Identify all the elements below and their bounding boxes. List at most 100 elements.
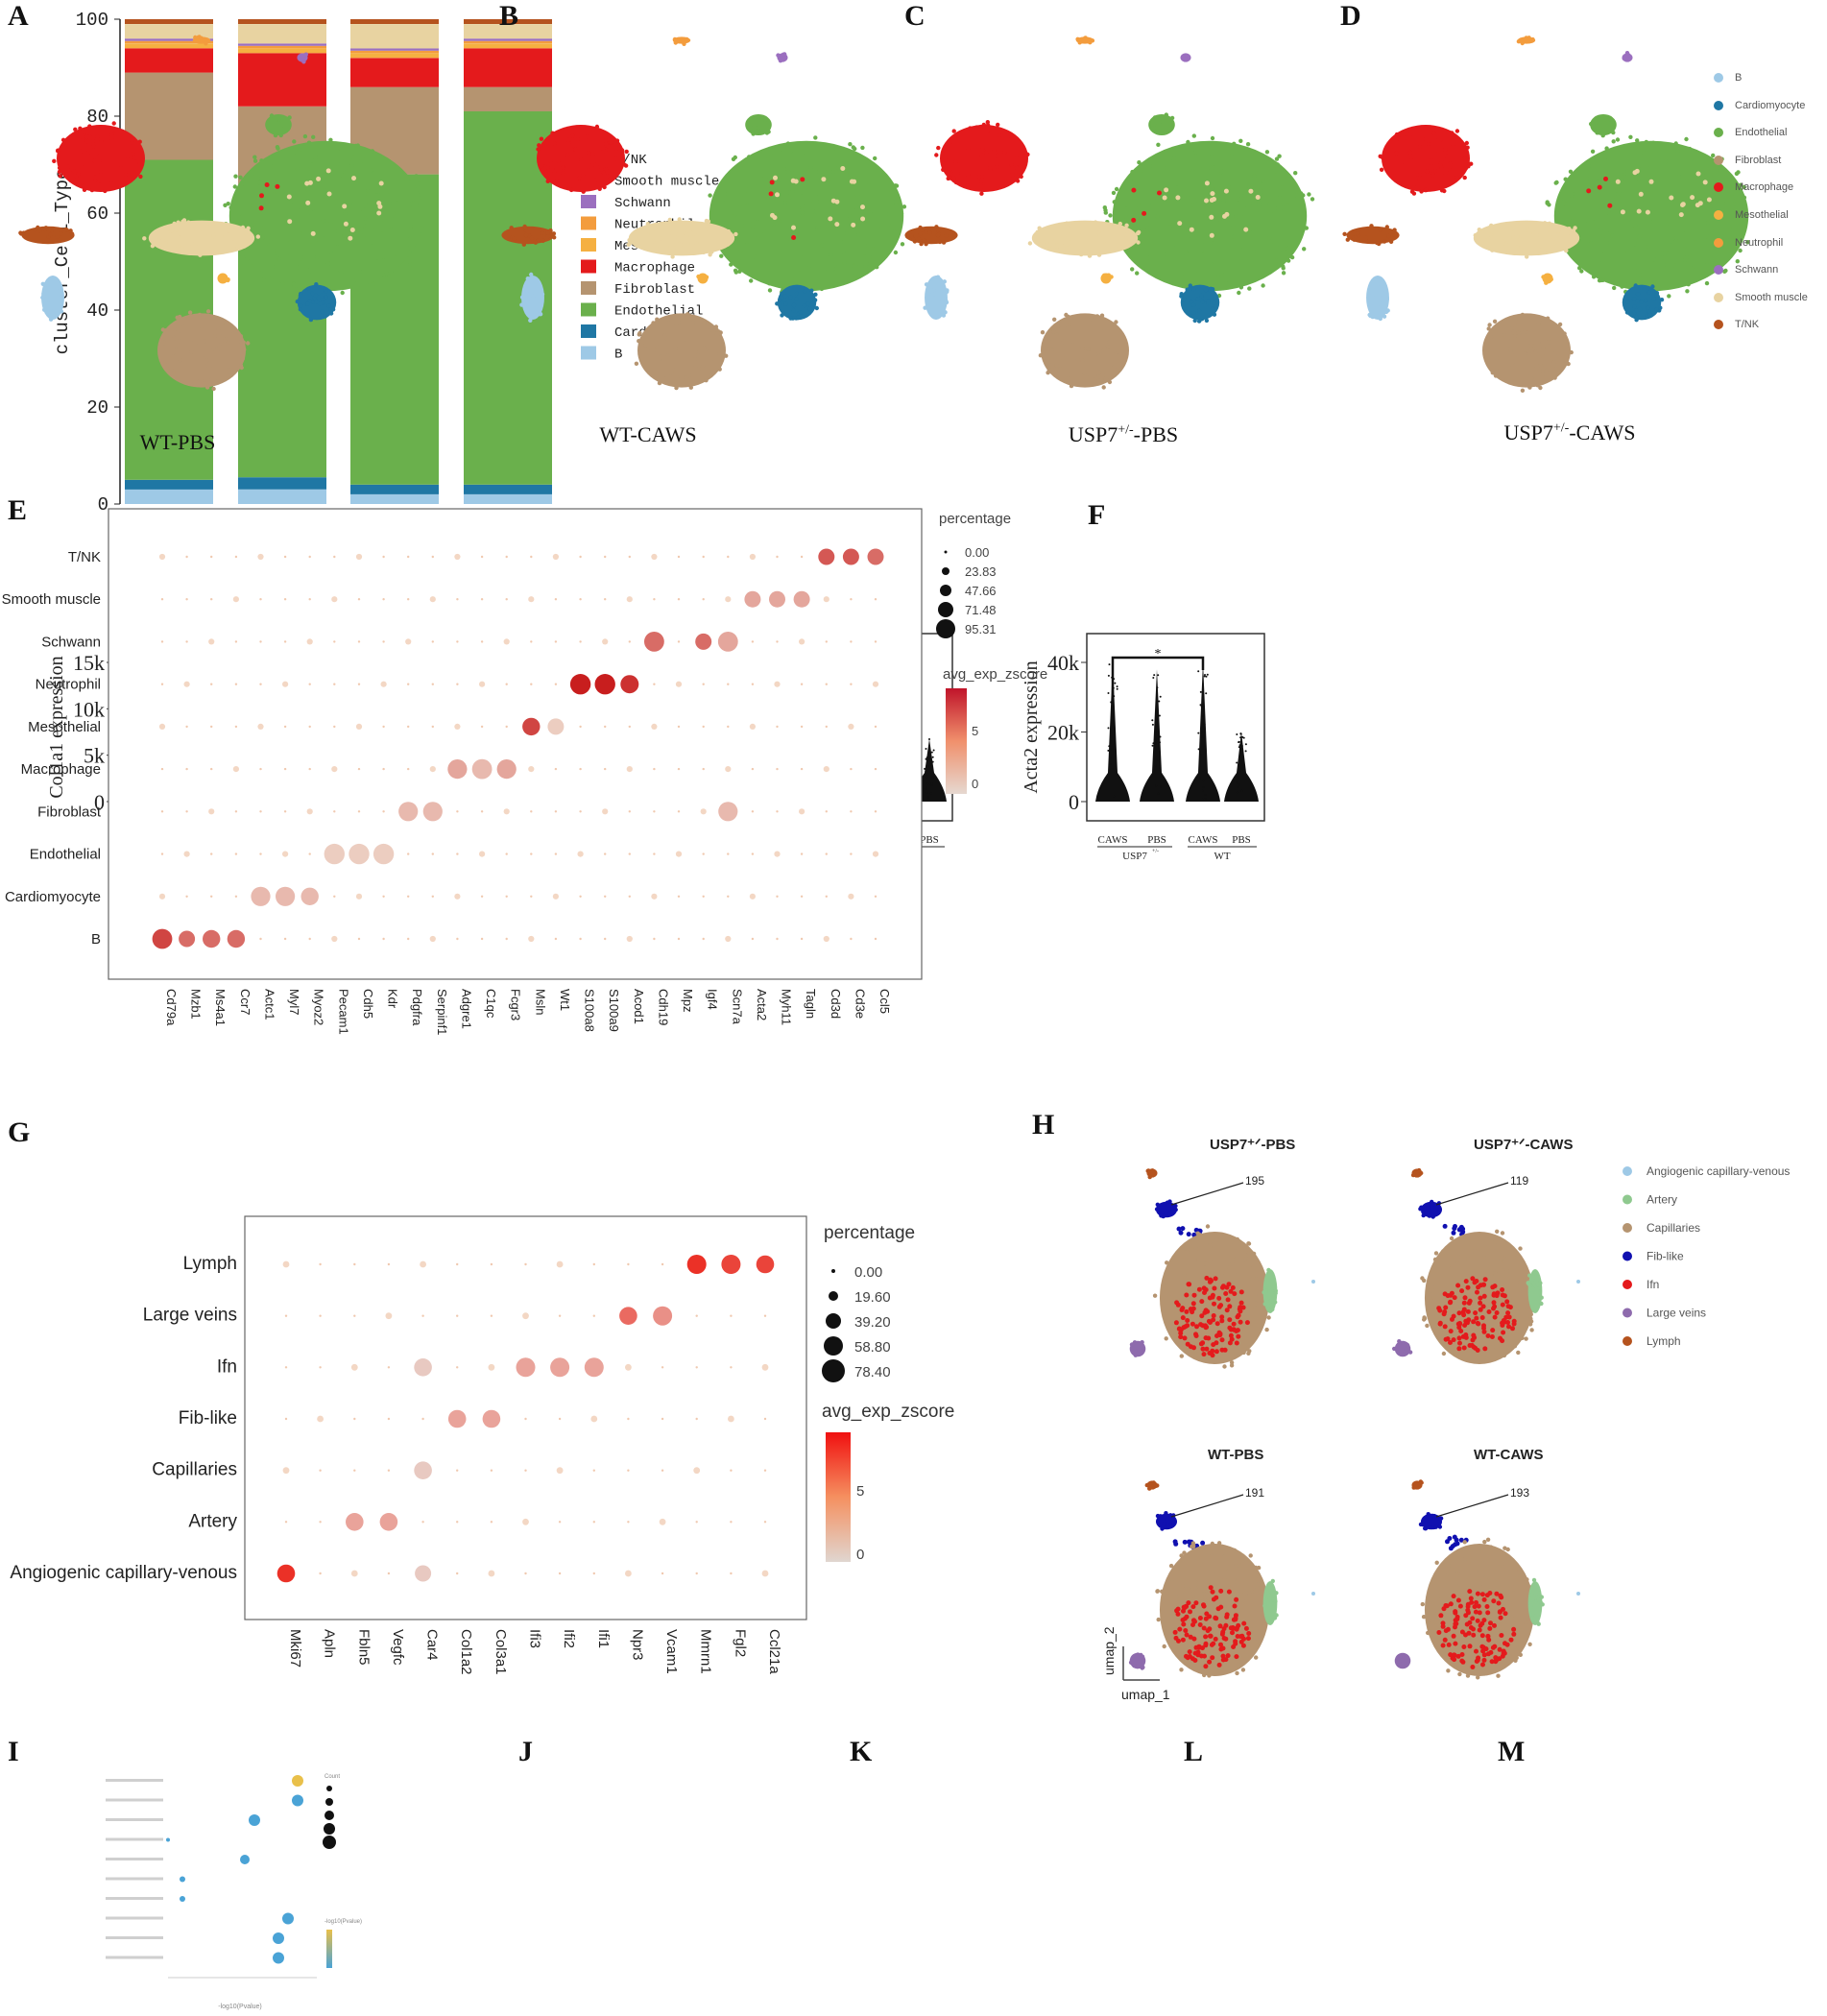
umap-h-ifn xyxy=(1195,1650,1201,1656)
umap-cluster-smooth-muscle-pt xyxy=(190,241,195,247)
umap-cluster-endothelial-pt xyxy=(1283,183,1287,189)
umap-cluster-endothelial-top-pt xyxy=(1600,133,1605,138)
umap-h-ifn xyxy=(1480,1304,1486,1309)
violin-point xyxy=(1116,687,1118,690)
dotplot-dot xyxy=(398,802,419,822)
dotplot-col-label: Myl7 xyxy=(287,989,301,1015)
umap-cluster-b xyxy=(923,275,950,320)
umap-cluster-tnk-pt xyxy=(1378,228,1383,232)
umap-cluster-macrophage-pt xyxy=(95,134,100,139)
umap-cluster-mesothelial-pt xyxy=(699,277,704,282)
dotplot-dot xyxy=(319,1572,322,1575)
umap-h-artery-pt xyxy=(1267,1299,1272,1305)
umap-cluster-endothelial-pt xyxy=(785,218,790,223)
umap-h-ifn xyxy=(1179,1308,1185,1312)
legend-top-label: B xyxy=(1735,72,1743,84)
umap-cluster-macrophage-pt xyxy=(552,141,557,146)
umap-h-capillaries-pt xyxy=(1512,1340,1517,1345)
umap-cluster-macrophage-pt xyxy=(992,148,997,154)
umap-h-ifn xyxy=(1191,1618,1196,1623)
umap-cluster-macrophage-pt xyxy=(91,138,96,143)
dotplot-dot xyxy=(628,852,631,855)
umap-cluster-endothelial-pt xyxy=(836,228,841,232)
y-tick-label: 100 xyxy=(76,10,108,31)
umap-cluster-fibroblast-pt xyxy=(1060,355,1065,360)
umap-cluster-cardiomyocyte-pt xyxy=(798,310,804,315)
umap-cluster-endothelial-top-pt xyxy=(1164,112,1168,117)
umap-h-artery-pt xyxy=(1539,1595,1544,1599)
umap-h-ifn xyxy=(1498,1593,1503,1598)
dotplot-dot xyxy=(456,1262,459,1266)
umap-cluster-macrophage-pt xyxy=(76,172,81,177)
umap-cluster-tnk-pt xyxy=(909,233,914,239)
umap-h-capillaries-pt xyxy=(1180,1584,1186,1589)
umap-cluster-smooth-muscle-pt xyxy=(1525,250,1529,254)
umap-cluster-endothelial-pt xyxy=(346,144,350,149)
umap-cluster-cardiomyocyte-pt xyxy=(1204,318,1210,324)
umap-cluster-endothelial-pt xyxy=(1295,228,1301,232)
umap-cluster-smooth-muscle-pt xyxy=(1122,237,1128,242)
umap-cluster-cardiomyocyte-pt xyxy=(295,299,300,304)
umap-cluster-cardiomyocyte-pt xyxy=(780,313,784,318)
dotplot-dot xyxy=(160,852,164,855)
umap-cluster-endothelial-pt xyxy=(1147,269,1153,275)
umap-cluster-macrophage-pt xyxy=(949,142,953,148)
umap-cluster-smooth-muscle-pt xyxy=(1542,221,1548,226)
dotplot-dot xyxy=(385,1312,393,1320)
umap-cluster-endothelial-pt xyxy=(292,202,297,206)
umap-cluster-fibroblast-pt xyxy=(692,356,698,361)
umap-cluster-endothelial-pt xyxy=(1681,247,1686,252)
dotplot-dot xyxy=(874,810,877,813)
violin-point xyxy=(1244,777,1247,780)
umap-h-fiblike-pt xyxy=(1423,1526,1429,1531)
umap-cluster-smooth-muscle-pt xyxy=(205,225,210,230)
umap-cluster-endothelial-pt xyxy=(320,194,325,200)
umap-h-capillaries-pt xyxy=(1449,1588,1454,1593)
umap-cluster-fibroblast-pt xyxy=(696,324,701,329)
umap-cluster-macrophage-pt xyxy=(1463,166,1468,171)
umap-h-capillaries-pt xyxy=(1498,1260,1502,1264)
umap-cluster-endothelial-pt xyxy=(1290,248,1296,252)
dotplot-dot xyxy=(382,810,385,813)
umap-cluster-tnk-pt xyxy=(51,227,56,231)
umap-cluster-smooth-muscle-pt xyxy=(174,227,179,232)
umap-cluster-tnk-pt xyxy=(509,226,514,230)
umap-cluster-endothelial-pt xyxy=(715,208,720,213)
umap-cluster-endothelial-pt xyxy=(1736,170,1741,175)
umap-cluster-macrophage-pt xyxy=(600,146,606,151)
umap-h-ifn xyxy=(1458,1329,1464,1333)
umap-cluster-endothelial-pt xyxy=(1628,134,1633,139)
umap-cluster-cardiomyocyte xyxy=(1622,283,1665,323)
dotplot-dot xyxy=(725,596,732,603)
umap-cluster-endothelial-pt xyxy=(1633,223,1638,228)
umap-d xyxy=(1342,36,1750,393)
dotplot-dot xyxy=(677,598,681,601)
dotplot-dot xyxy=(496,759,517,780)
legend-top-label: Neutrophil xyxy=(1735,236,1784,249)
umap-h-ifn xyxy=(1194,1324,1199,1330)
umap-cluster-fibroblast-pt xyxy=(1038,353,1044,358)
dotplot-dot xyxy=(718,802,738,822)
umap-cluster-endothelial-pt xyxy=(392,254,397,259)
umap-cluster-b-pt xyxy=(530,303,535,308)
umap-cluster-endothelial-pt xyxy=(1175,250,1180,254)
umap-cluster-endothelial-pt xyxy=(1192,198,1198,203)
umap-cluster-endothelial-pt xyxy=(339,269,345,274)
umap-h-ifn xyxy=(1172,1629,1178,1635)
panel-label-l: L xyxy=(1184,1736,1204,1767)
umap-cluster-endothelial-top-pt xyxy=(1592,127,1598,132)
umap-cluster-tnk-pt xyxy=(533,240,539,245)
umap-h-capillaries-pt xyxy=(1505,1547,1510,1552)
umap-cluster-endothelial-pt xyxy=(319,147,325,152)
umap-cluster-endothelial-pt xyxy=(844,173,849,178)
umap-h-artery-pt xyxy=(1268,1284,1273,1289)
violin-point xyxy=(1107,674,1110,677)
umap-cluster-cardiomyocyte-pt xyxy=(796,315,801,321)
umap-cluster-endothelial-pt xyxy=(830,149,835,154)
umap-cluster-cardiomyocyte-pt xyxy=(314,300,320,304)
umap-cluster-endothelial-pt xyxy=(1170,223,1176,228)
umap-h-fiblike-pt xyxy=(1433,1524,1438,1529)
umap-h-ifn xyxy=(1196,1644,1202,1650)
umap-cluster-macrophage-pt xyxy=(84,134,89,139)
umap-cluster-macrophage xyxy=(1378,125,1474,196)
